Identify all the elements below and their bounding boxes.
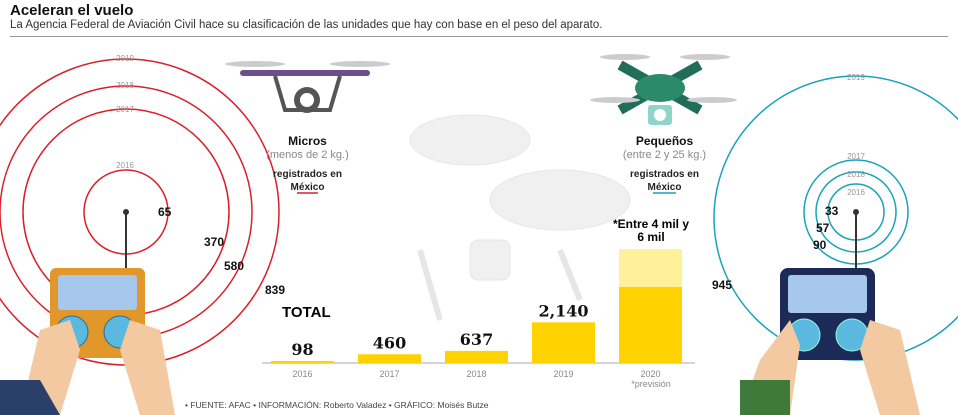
pequenos-title: Pequeños: [635, 134, 694, 148]
x-tick-label: 2020: [640, 369, 660, 379]
bar-value-label: 2,140: [538, 301, 588, 320]
ring-year-label: 2017: [116, 105, 134, 114]
micros-label: Micros (menos de 2 kg.) registrados en M…: [255, 135, 360, 194]
micros-subtitle: (menos de 2 kg.): [266, 149, 349, 161]
ring-value: 945: [712, 278, 732, 292]
x-tick-label: 2019: [553, 369, 573, 379]
ring-value: 370: [204, 235, 224, 249]
micros-title: Micros: [288, 134, 327, 148]
ring-value: 57: [816, 221, 830, 235]
pequenos-note: registrados en México: [630, 169, 699, 193]
ring-value: 65: [158, 205, 172, 219]
forecast-note: *previsión: [631, 379, 671, 389]
ring-year-label: 2018: [116, 81, 134, 90]
bar-2016: [271, 361, 334, 363]
bar-2018: [445, 350, 508, 363]
bar-2017: [358, 354, 421, 363]
x-tick-label: 2017: [379, 369, 399, 379]
divider: [10, 36, 948, 37]
micro-drone-icon: [225, 61, 390, 113]
ring-value: 90: [813, 238, 827, 252]
micros-note: registrados en México: [273, 169, 342, 193]
chart-title: TOTAL: [282, 304, 331, 321]
ring-year-label: 2016: [116, 161, 134, 170]
ring-value: 839: [265, 283, 285, 297]
ring-year-label: 2019: [847, 73, 865, 82]
bar-2020: [619, 287, 682, 363]
x-tick-label: 2016: [292, 369, 312, 379]
bar-value-label: 637: [460, 330, 493, 349]
micros-remote-control-icon: [0, 209, 175, 415]
pequenos-label: Pequeños (entre 2 y 25 kg.) registrados …: [612, 135, 717, 194]
pequenos-remote-control-icon: [740, 209, 920, 415]
bar-2019: [532, 322, 595, 363]
ring-year-label: 2019: [116, 54, 134, 63]
ring-value: 33: [825, 204, 839, 218]
page-subtitle: La Agencia Federal de Aviación Civil hac…: [10, 19, 603, 31]
bar-value-label: 460: [373, 333, 406, 352]
page-title: Aceleran el vuelo: [10, 2, 134, 19]
ring-year-label: 2017: [847, 152, 865, 161]
credits-footer: • FUENTE: AFAC • INFORMACIÓN: Roberto Va…: [185, 400, 489, 410]
bar-value-label: 98: [291, 340, 313, 359]
forecast-label: *Entre 4 mil y 6 mil: [612, 217, 690, 244]
ring-year-label: 2016: [847, 188, 865, 197]
x-tick-label: 2018: [466, 369, 486, 379]
ring-value: 580: [224, 259, 244, 273]
small-drone-icon: [590, 54, 737, 125]
ring-year-label: 2018: [847, 170, 865, 179]
pequenos-subtitle: (entre 2 y 25 kg.): [622, 149, 707, 161]
background-drone-icon: [409, 114, 631, 321]
